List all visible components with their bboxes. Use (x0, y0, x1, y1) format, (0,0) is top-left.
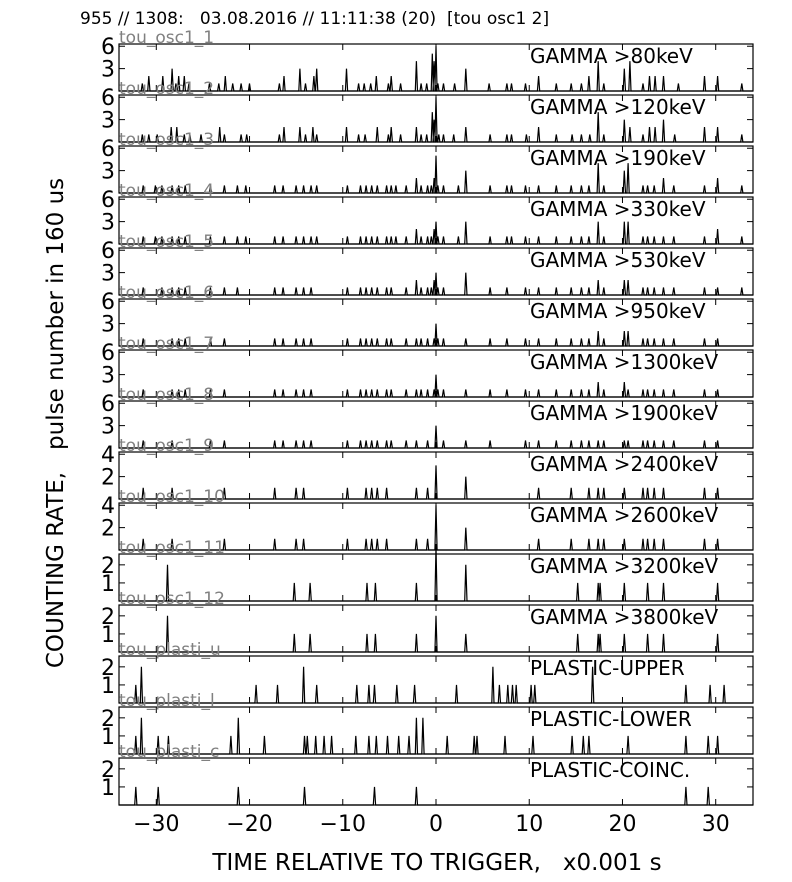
trace-name: tou_osc1_10 (119, 487, 225, 507)
x-tick-label: 20 (608, 812, 636, 837)
x-tick-label: 30 (702, 812, 730, 837)
y-tick-label: 1 (101, 623, 115, 648)
y-tick-label: 6 (101, 392, 115, 417)
page-title: 955 // 1308: 03.08.2016 // 11:11:38 (20)… (80, 9, 550, 29)
trace-name: tou_plasti_c (119, 742, 219, 762)
trace-name: tou_plasti_l (119, 691, 215, 711)
panel-4: 36 tou_osc1_4 GAMMA >330keV (101, 181, 754, 245)
y-tick-label: 6 (101, 341, 115, 366)
panel-label: GAMMA >2600keV (530, 503, 719, 527)
panel-label: GAMMA >950keV (530, 299, 706, 323)
x-tick-label: 0 (429, 812, 443, 837)
y-tick-label: 4 (101, 494, 115, 519)
trace-name: tou_osc1_7 (119, 334, 214, 354)
panel-7: 36 tou_osc1_7 GAMMA >1300keV (101, 334, 754, 398)
panel-label: GAMMA >190keV (530, 146, 706, 170)
y-tick-label: 3 (101, 415, 115, 440)
trace-name: tou_osc1_12 (119, 589, 225, 609)
y-tick-label: 6 (101, 188, 115, 213)
y-tick-label: 1 (101, 572, 115, 597)
panel-label: GAMMA >120keV (530, 95, 706, 119)
panel-6: 36 tou_osc1_6 GAMMA >950keV (101, 283, 754, 347)
x-axis-label: TIME RELATIVE TO TRIGGER, x0.001 s (212, 850, 662, 876)
series-line (119, 615, 753, 653)
series-line (119, 546, 753, 602)
panel-9: 24 tou_osc1_9 GAMMA >2400keV (101, 436, 754, 500)
panel-label: GAMMA >1300keV (530, 350, 719, 374)
x-tick-label: −20 (226, 812, 272, 837)
y-tick-label: 2 (101, 554, 115, 579)
y-tick-label: 6 (101, 137, 115, 162)
y-tick-label: 3 (101, 58, 115, 83)
trace-name: tou_plasti_u (119, 640, 221, 660)
trace-name: tou_osc1_11 (119, 538, 225, 558)
panel-label: PLASTIC-LOWER (530, 707, 692, 731)
panel-2: 36 tou_osc1_2 GAMMA >120keV (101, 79, 754, 143)
panel-10: 24 tou_osc1_10 GAMMA >2600keV (101, 487, 754, 551)
y-tick-label: 2 (101, 605, 115, 630)
panel-label: GAMMA >80keV (530, 44, 693, 68)
y-tick-label: 3 (101, 313, 115, 338)
trace-name: tou_osc1_3 (119, 130, 214, 150)
y-tick-label: 2 (101, 517, 115, 542)
y-tick-label: 1 (101, 725, 115, 750)
panel-label: GAMMA >3800keV (530, 605, 719, 629)
trace-name: tou_osc1_6 (119, 283, 214, 303)
y-tick-label: 2 (101, 707, 115, 732)
y-tick-label: 1 (101, 674, 115, 699)
series-line (119, 46, 753, 92)
panel-label: PLASTIC-COINC. (530, 758, 690, 782)
y-tick-label: 3 (101, 262, 115, 287)
y-tick-label: 2 (101, 656, 115, 681)
trace-name: tou_osc1_5 (119, 232, 214, 252)
y-tick-label: 1 (101, 776, 115, 801)
trace-name: tou_osc1_1 (119, 28, 214, 48)
panel-1: 36 tou_osc1_1 GAMMA >80keV (101, 28, 754, 92)
y-tick-label: 6 (101, 86, 115, 111)
x-tick-label: 10 (515, 812, 543, 837)
x-tick-label: −10 (320, 812, 366, 837)
panel-label: PLASTIC-UPPER (530, 656, 685, 680)
panel-label: GAMMA >330keV (530, 197, 706, 221)
series-line (119, 666, 753, 704)
panel-5: 36 tou_osc1_5 GAMMA >530keV (101, 232, 754, 296)
y-tick-label: 6 (101, 35, 115, 60)
y-tick-label: 3 (101, 211, 115, 236)
panel-label: GAMMA >1900keV (530, 401, 719, 425)
series-line (119, 465, 753, 500)
y-tick-label: 6 (101, 239, 115, 264)
trace-name: tou_osc1_9 (119, 436, 214, 456)
trace-name: tou_osc1_8 (119, 385, 214, 405)
panel-label: GAMMA >3200keV (530, 554, 719, 578)
y-tick-label: 4 (101, 443, 115, 468)
panel-8: 36 tou_osc1_8 GAMMA >1900keV (101, 385, 754, 449)
y-tick-label: 3 (101, 364, 115, 389)
y-tick-label: 2 (101, 758, 115, 783)
panel-3: 36 tou_osc1_3 GAMMA >190keV (101, 130, 754, 194)
y-tick-label: 3 (101, 160, 115, 185)
x-tick-label: −30 (133, 812, 179, 837)
panel-label: GAMMA >530keV (530, 248, 706, 272)
trace-name: tou_osc1_4 (119, 181, 214, 201)
panel-label: GAMMA >2400keV (530, 452, 719, 476)
y-tick-label: 6 (101, 290, 115, 315)
trace-name: tou_osc1_2 (119, 79, 214, 99)
y-tick-label: 3 (101, 109, 115, 134)
y-tick-label: 2 (101, 466, 115, 491)
